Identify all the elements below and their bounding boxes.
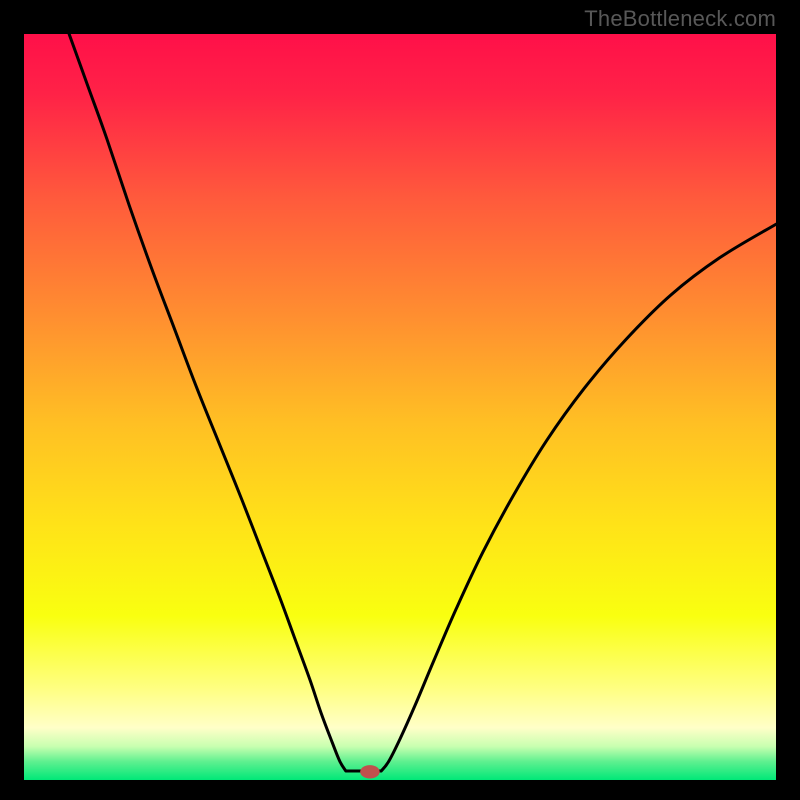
sweet-spot-marker (360, 765, 380, 778)
bottleneck-chart (0, 0, 800, 800)
watermark-text: TheBottleneck.com (584, 6, 776, 32)
chart-canvas: TheBottleneck.com (0, 0, 800, 800)
plot-background (24, 34, 776, 780)
